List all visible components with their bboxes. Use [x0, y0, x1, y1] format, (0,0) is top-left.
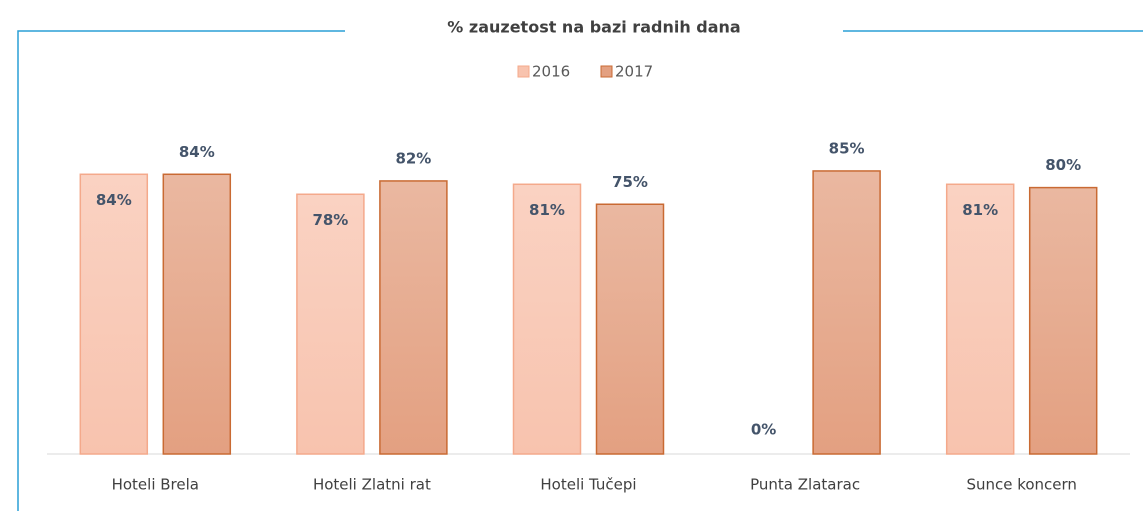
legend-swatch: [600, 65, 613, 78]
data-label: 0%: [751, 421, 776, 439]
legend-swatch: [517, 65, 530, 78]
data-label: 82%: [395, 149, 431, 167]
legend-text: 2017: [615, 63, 653, 81]
bar: [512, 183, 582, 455]
x-tick-label: Sunce koncern: [966, 476, 1077, 494]
data-label: 84%: [179, 143, 215, 161]
data-label: 78%: [312, 211, 348, 229]
bar: [379, 180, 448, 455]
legend-text: 2016: [532, 63, 570, 81]
frame: [17, 30, 345, 511]
chart-title: % zauzetost na bazi radnih dana: [447, 18, 740, 37]
data-label: 81%: [529, 201, 565, 219]
data-label: 75%: [612, 173, 648, 191]
data-label: 81%: [962, 201, 998, 219]
x-tick-label: Hoteli Tučepi: [540, 476, 636, 494]
bar: [945, 183, 1015, 455]
bar: [79, 173, 149, 455]
data-label: 84%: [96, 191, 132, 209]
x-tick-label: Hoteli Brela: [112, 476, 199, 494]
x-tick-label: Hoteli Zlatni rat: [313, 476, 431, 494]
bar: [1028, 186, 1098, 455]
bar: [162, 173, 232, 455]
bar: [595, 203, 665, 455]
data-label: 85%: [829, 139, 865, 157]
bar: [296, 193, 365, 455]
data-label: 80%: [1045, 156, 1081, 174]
x-tick-label: Punta Zlatarac: [750, 476, 860, 494]
bar: [812, 170, 881, 455]
